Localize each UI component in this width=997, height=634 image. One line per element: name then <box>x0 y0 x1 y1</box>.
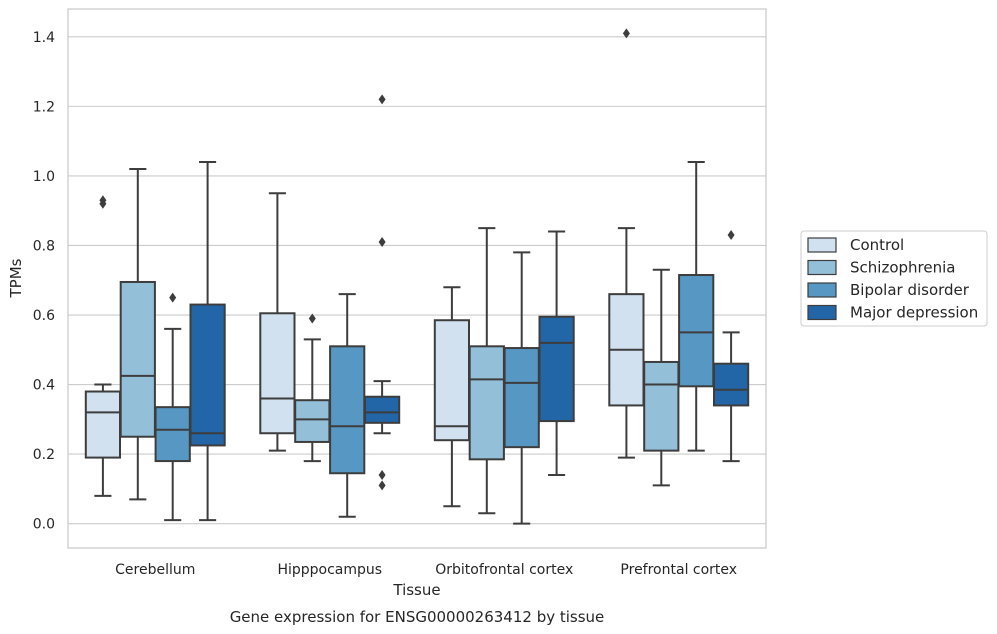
outlier-point <box>169 292 177 303</box>
box-body <box>538 315 575 423</box>
y-tick-label: 0.4 <box>33 378 55 394</box>
box-body <box>363 395 401 424</box>
box-control <box>259 192 296 452</box>
box-bipolar-disorder <box>678 161 715 452</box>
box-body <box>503 347 540 449</box>
box-major-depression <box>712 230 750 463</box>
outlier-point <box>378 469 386 480</box>
box-plots <box>84 28 750 525</box>
box-major-depression <box>538 230 575 476</box>
box-body <box>84 390 122 459</box>
box-body <box>433 319 471 442</box>
box-schizophrenia <box>119 167 156 501</box>
x-tick-label: Orbitofrontal cortex <box>435 562 573 578</box>
box-body <box>119 280 156 438</box>
y-tick-labels: 0.0 0.2 0.4 0.6 0.8 1.0 1.2 1.4 <box>33 30 55 533</box>
box-body <box>468 345 505 461</box>
x-tick-labels: Cerebellum Hipppocampus Orbitofrontal cort… <box>115 562 737 578</box>
outlier-point <box>378 480 386 491</box>
y-tick-label: 0.6 <box>33 308 55 324</box>
legend-swatch <box>807 259 837 276</box>
box-body <box>259 312 296 435</box>
legend-label: Control <box>850 236 904 254</box>
box-body <box>154 406 191 463</box>
box-bipolar-disorder <box>503 251 540 525</box>
y-tick-label: 1.0 <box>33 169 55 185</box>
y-axis-label: TPMs <box>7 258 25 298</box>
box-bipolar-disorder <box>154 292 191 522</box>
y-tick-label: 1.4 <box>33 30 55 46</box>
outlier-point <box>727 230 735 241</box>
outlier-point <box>99 195 107 206</box>
box-schizophrenia <box>468 227 505 515</box>
x-axis-label: Tissue <box>392 581 440 599</box>
x-tick-label: Hipppocampus <box>277 562 382 578</box>
box-major-depression <box>189 161 226 522</box>
box-body <box>712 362 750 407</box>
box-major-depression <box>363 94 401 491</box>
legend-frame <box>800 230 988 327</box>
outlier-point <box>622 28 630 39</box>
x-tick-label: Prefrontal cortex <box>620 562 737 578</box>
y-tick-label: 0.8 <box>33 238 55 254</box>
outlier-point <box>378 94 386 105</box>
chart-caption: Gene expression for ENSG00000263412 by t… <box>230 608 605 626</box>
box-body <box>643 360 680 452</box>
plot-frame <box>67 8 767 549</box>
legend-swatch <box>807 282 837 298</box>
box-body <box>189 303 226 447</box>
box-schizophrenia <box>643 268 680 487</box>
legend-label: Schizophrenia <box>850 259 955 277</box>
y-tick-label: 0.0 <box>33 517 55 533</box>
box-control <box>608 28 645 459</box>
legend-label: Bipolar disorder <box>850 281 970 299</box>
box-control <box>433 286 471 508</box>
box-body <box>678 274 715 388</box>
outlier-point <box>378 236 386 247</box>
legend-label: Major depression <box>850 304 978 322</box>
box-control <box>84 195 122 497</box>
legend: Control Schizophrenia Bipolar disorder Majo… <box>800 230 988 327</box>
y-tick-label: 0.2 <box>33 447 55 463</box>
outlier-point <box>308 313 316 324</box>
box-body <box>294 399 331 443</box>
legend-swatch <box>807 304 837 321</box>
y-tick-label: 1.2 <box>33 99 55 115</box>
x-tick-label: Cerebellum <box>115 562 195 578</box>
box-body <box>329 345 366 475</box>
legend-swatch <box>807 237 837 253</box>
